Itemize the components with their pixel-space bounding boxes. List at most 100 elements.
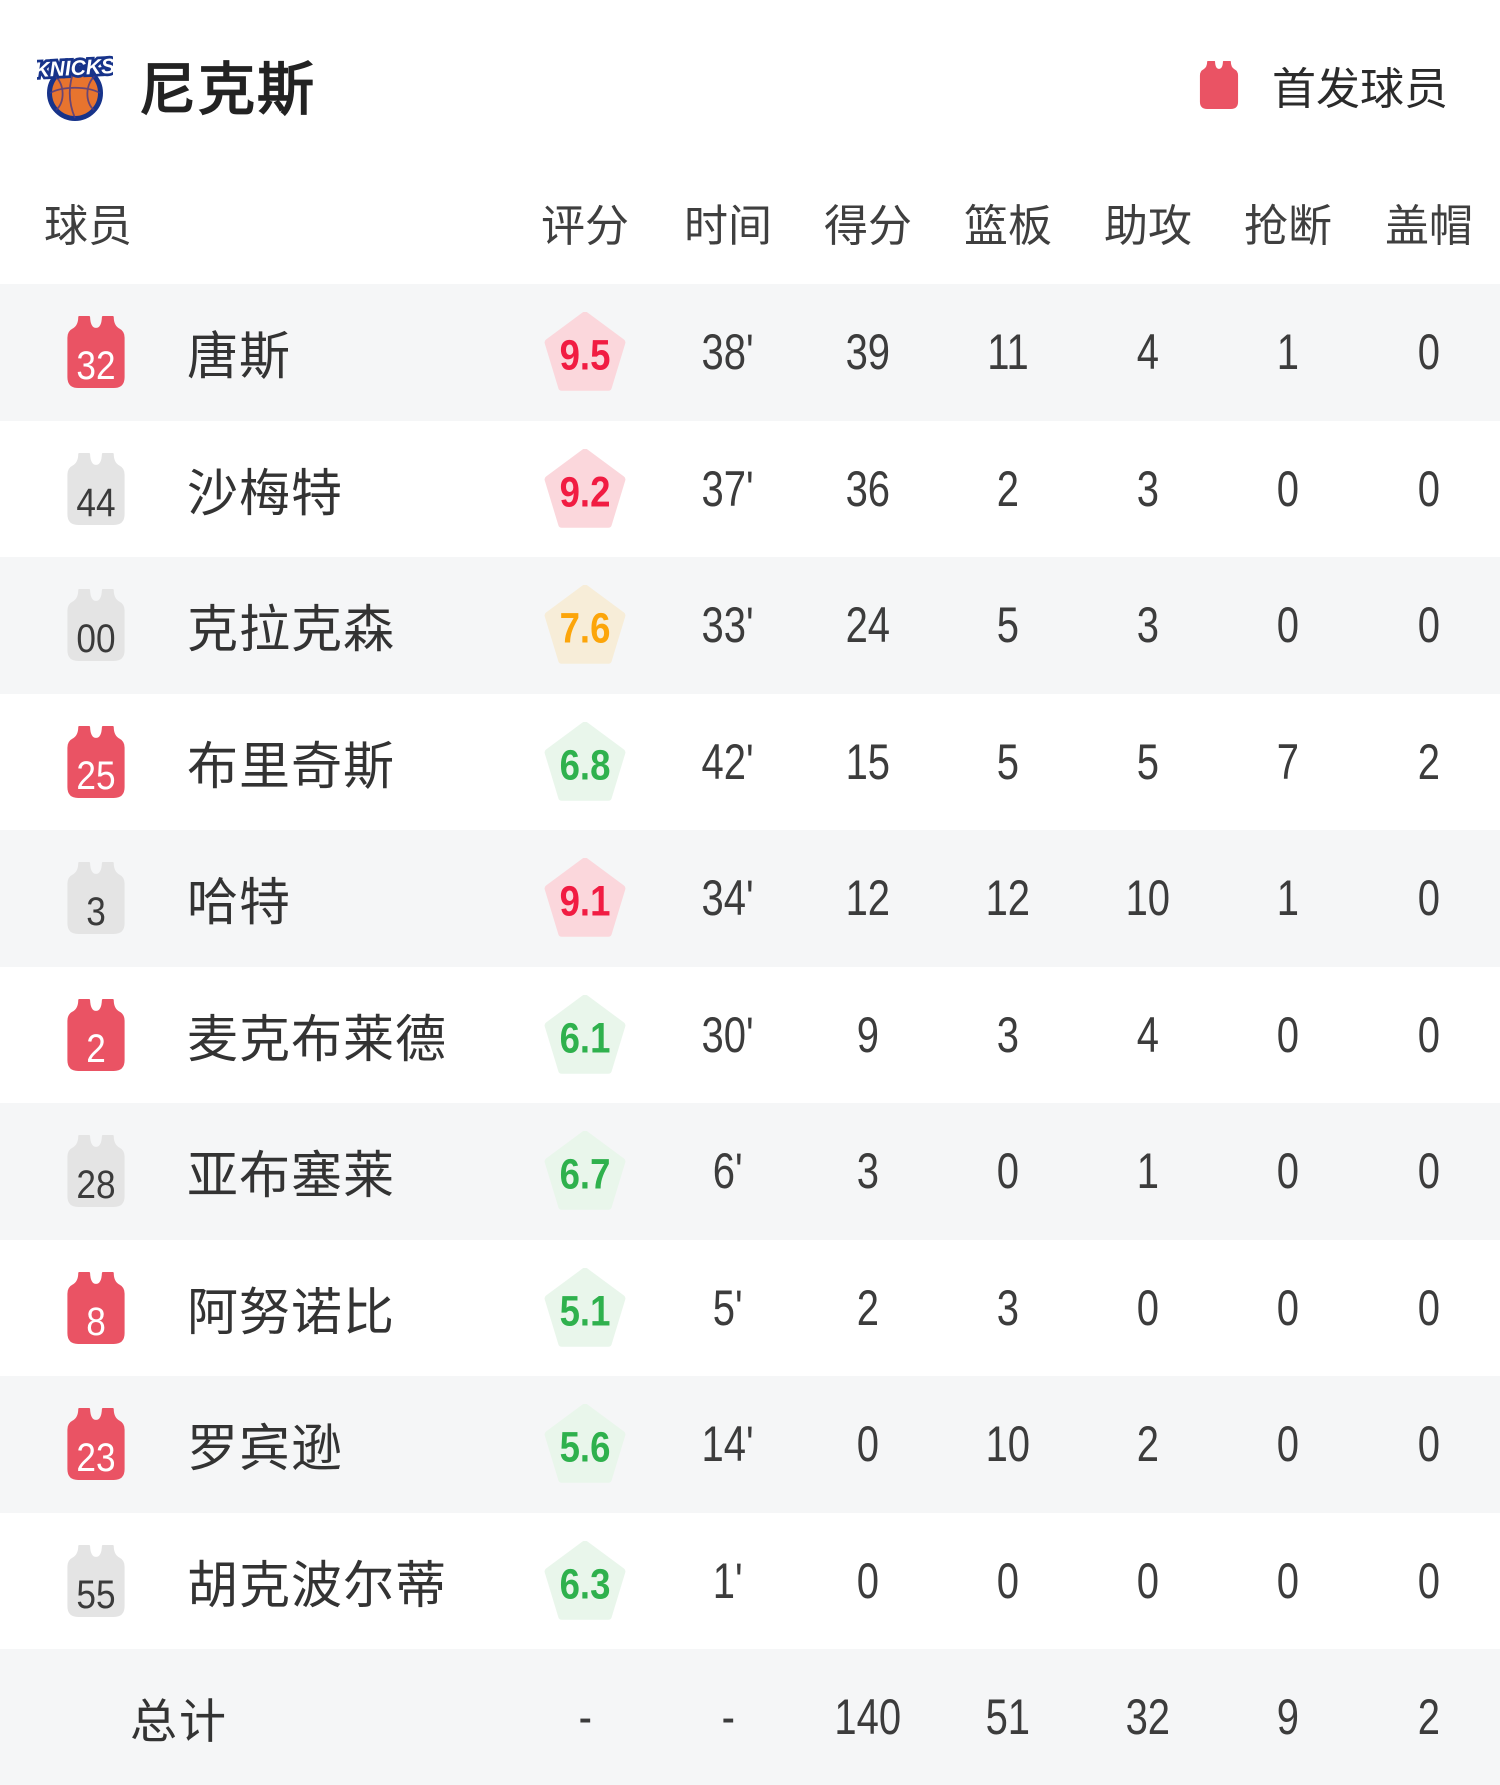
player-name: 布里奇斯 [187, 737, 396, 795]
jersey-number: 00 [76, 617, 116, 662]
rating-badge: 6.1 [544, 994, 626, 1075]
stat-blocks: 0 [1417, 1552, 1441, 1609]
stat-points: 0 [856, 1552, 880, 1609]
player-name: 唐斯 [187, 328, 292, 386]
player-row-25[interactable]: 25 布里奇斯 6.8 42' 15 5 5 7 2 [0, 693, 1500, 830]
stat-assists: 4 [1136, 324, 1160, 381]
stat-blocks: 0 [1417, 870, 1441, 927]
stat-points: 36 [845, 460, 891, 517]
stat-steals: 0 [1276, 597, 1300, 654]
stat-rebounds: 5 [996, 733, 1020, 790]
jersey-icon: 32 [62, 316, 130, 389]
stat-steals: 0 [1276, 1006, 1300, 1063]
stat-points: 0 [856, 1416, 880, 1473]
rating-badge: 9.5 [544, 312, 626, 392]
jersey-icon: 2 [62, 998, 130, 1071]
stat-time: 14' [701, 1416, 755, 1473]
stat-points: 24 [845, 597, 891, 654]
col-header-steals: 抢断 [1244, 202, 1332, 251]
total-rating: - [578, 1689, 592, 1745]
stat-steals: 0 [1276, 1279, 1300, 1336]
player-row-2[interactable]: 2 麦克布莱德 6.1 30' 9 3 4 0 0 [0, 966, 1500, 1103]
stat-assists: 1 [1136, 1143, 1160, 1200]
stat-time: 33' [701, 597, 755, 654]
stat-rebounds: 5 [996, 597, 1020, 654]
col-header-assists: 助攻 [1104, 202, 1192, 251]
jersey-number: 44 [76, 480, 116, 525]
rating-badge: 6.7 [544, 1131, 626, 1211]
svg-text:KNICKS: KNICKS [37, 55, 113, 82]
rating-value: 6.8 [559, 741, 611, 790]
jersey-icon: 23 [62, 1408, 130, 1481]
stat-steals: 1 [1276, 870, 1300, 927]
jersey-number: 3 [86, 890, 106, 935]
player-name: 哈特 [187, 874, 292, 932]
stat-points: 39 [845, 324, 891, 381]
stat-blocks: 0 [1417, 324, 1441, 381]
col-header-time: 时间 [684, 202, 772, 251]
col-header-points: 得分 [824, 202, 912, 251]
total-blocks: 2 [1417, 1689, 1441, 1745]
player-row-44[interactable]: 44 沙梅特 9.2 37' 36 2 3 0 0 [0, 420, 1500, 557]
player-name: 阿努诺比 [187, 1283, 396, 1341]
rating-badge: 5.6 [544, 1404, 626, 1484]
col-header-player: 球员 [44, 202, 132, 251]
total-rebounds: 51 [985, 1689, 1031, 1745]
stat-steals: 1 [1276, 324, 1300, 381]
stat-points: 15 [845, 733, 891, 790]
player-row-00[interactable]: 00 克拉克森 7.6 33' 24 5 3 0 0 [0, 557, 1500, 694]
rating-value: 7.6 [559, 604, 611, 653]
stat-steals: 7 [1276, 733, 1300, 790]
rating-value: 6.1 [559, 1014, 611, 1063]
jersey-icon: 3 [62, 862, 130, 935]
player-name: 罗宾逊 [187, 1420, 344, 1478]
rating-value: 6.7 [559, 1150, 611, 1199]
starter-legend: 首发球员 [1196, 53, 1448, 117]
rating-value: 9.2 [559, 468, 611, 517]
rating-value: 9.1 [559, 877, 611, 926]
player-row-23[interactable]: 23 罗宾逊 5.6 14' 0 10 2 0 0 [0, 1376, 1500, 1513]
stat-assists: 5 [1136, 733, 1160, 790]
rating-value: 6.3 [559, 1560, 611, 1609]
col-header-blocks: 盖帽 [1385, 202, 1473, 251]
player-name: 克拉克森 [187, 601, 396, 659]
player-row-8[interactable]: 8 阿努诺比 5.1 5' 2 3 0 0 0 [0, 1239, 1500, 1376]
jersey-icon: 55 [62, 1544, 130, 1617]
stat-assists: 2 [1136, 1416, 1160, 1473]
stat-time: 6' [713, 1143, 743, 1200]
stat-blocks: 0 [1417, 597, 1441, 654]
jersey-icon: 8 [62, 1271, 130, 1344]
rating-badge: 7.6 [544, 585, 626, 665]
stat-points: 12 [845, 870, 891, 927]
stat-time: 1' [713, 1552, 743, 1609]
stat-points: 9 [856, 1006, 880, 1063]
player-row-3[interactable]: 3 哈特 9.1 34' 12 12 10 1 0 [0, 830, 1500, 967]
jersey-number: 55 [76, 1572, 116, 1617]
stat-assists: 3 [1136, 460, 1160, 517]
player-name: 胡克波尔蒂 [187, 1556, 448, 1614]
col-header-rebounds: 篮板 [964, 202, 1052, 251]
starter-legend-label: 首发球员 [1272, 65, 1448, 114]
player-row-55[interactable]: 55 胡克波尔蒂 6.3 1' 0 0 0 0 0 [0, 1512, 1500, 1649]
stat-rebounds: 0 [996, 1143, 1020, 1200]
stat-blocks: 2 [1417, 733, 1441, 790]
jersey-number: 23 [76, 1436, 116, 1481]
player-name: 麦克布莱德 [187, 1010, 448, 1068]
rating-value: 9.5 [559, 331, 611, 380]
stat-rebounds: 3 [996, 1006, 1020, 1063]
rating-value: 5.1 [559, 1287, 611, 1336]
jersey-number: 25 [76, 753, 116, 798]
total-points: 140 [834, 1689, 902, 1745]
jersey-icon: 44 [62, 452, 130, 525]
total-steals: 9 [1276, 1689, 1300, 1745]
stat-blocks: 0 [1417, 460, 1441, 517]
rating-badge: 9.1 [544, 858, 626, 938]
jersey-number: 28 [76, 1163, 116, 1208]
stat-time: 30' [701, 1006, 755, 1063]
stat-points: 3 [856, 1143, 880, 1200]
player-row-32[interactable]: 32 唐斯 9.5 38' 39 11 4 1 0 [0, 284, 1500, 421]
player-row-28[interactable]: 28 亚布塞莱 6.7 6' 3 0 1 0 0 [0, 1103, 1500, 1240]
stat-blocks: 0 [1417, 1143, 1441, 1200]
stat-time: 42' [701, 733, 755, 790]
stat-assists: 0 [1136, 1552, 1160, 1609]
